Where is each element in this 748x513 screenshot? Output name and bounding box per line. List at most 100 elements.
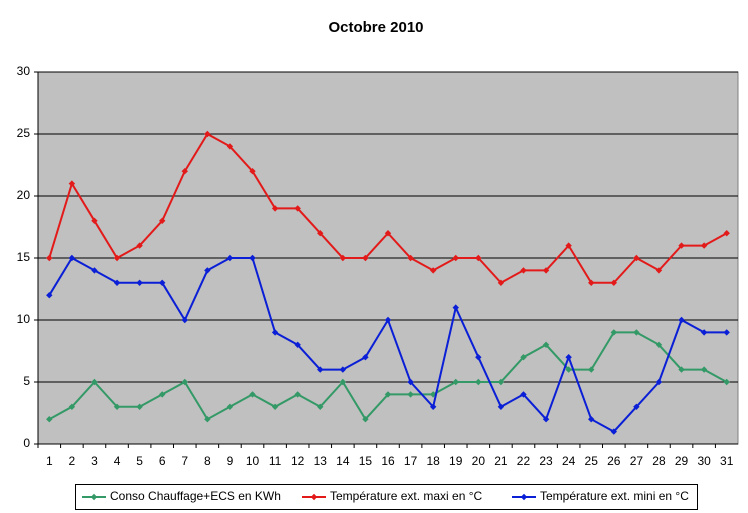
point — [565, 366, 572, 373]
point — [204, 416, 211, 423]
point — [271, 403, 279, 410]
point — [700, 329, 708, 336]
point — [249, 168, 256, 175]
x-tick-label: 6 — [159, 454, 166, 468]
point — [384, 316, 392, 324]
x-tick-label: 25 — [585, 454, 599, 468]
point — [271, 205, 279, 212]
point — [68, 403, 76, 410]
x-tick-label: 5 — [136, 454, 143, 468]
legend-label: Conso Chauffage+ECS en KWh — [110, 489, 281, 503]
point — [452, 254, 459, 262]
point — [68, 180, 76, 187]
point — [113, 254, 121, 262]
point — [452, 304, 459, 311]
point — [475, 378, 482, 386]
point — [655, 267, 663, 274]
point — [294, 391, 301, 398]
legend-label: Température ext. mini en °C — [540, 489, 689, 503]
point — [633, 254, 640, 262]
point — [678, 242, 685, 249]
point — [565, 354, 572, 361]
x-tick-label: 3 — [91, 454, 98, 468]
point — [610, 329, 618, 336]
chart-title: Octobre 2010 — [328, 19, 423, 36]
point — [249, 391, 256, 398]
x-tick-label: 1 — [46, 454, 53, 468]
y-tick-label: 25 — [17, 126, 31, 140]
point — [204, 130, 211, 138]
x-tick-label: 20 — [472, 454, 486, 468]
point — [317, 403, 324, 410]
x-tick-label: 12 — [291, 454, 305, 468]
point — [542, 267, 550, 274]
point — [271, 329, 279, 336]
x-tick-label: 13 — [314, 454, 328, 468]
x-tick-label: 27 — [630, 454, 644, 468]
y-tick-label: 10 — [17, 312, 31, 326]
point — [158, 279, 166, 286]
point — [46, 292, 53, 299]
y-tick-label: 30 — [17, 64, 31, 78]
point — [497, 279, 505, 286]
point — [723, 378, 730, 386]
point — [723, 230, 730, 237]
point — [339, 378, 347, 386]
point — [700, 366, 708, 373]
point — [46, 254, 53, 262]
point — [475, 254, 482, 262]
point — [362, 354, 369, 361]
legend — [75, 484, 698, 510]
point — [249, 254, 256, 262]
point — [429, 267, 437, 274]
point — [226, 254, 234, 262]
point — [407, 378, 414, 386]
x-tick-label: 15 — [359, 454, 373, 468]
point — [158, 391, 166, 398]
point — [317, 366, 324, 373]
legend-marker — [310, 493, 318, 501]
point — [181, 168, 188, 175]
y-tick-label: 0 — [23, 436, 30, 450]
point — [68, 254, 76, 262]
x-tick-label: 18 — [426, 454, 440, 468]
x-tick-label: 7 — [181, 454, 188, 468]
point — [542, 341, 550, 348]
point — [226, 403, 234, 410]
point — [610, 428, 618, 435]
point — [204, 267, 211, 274]
x-tick-label: 2 — [69, 454, 76, 468]
point — [136, 242, 143, 249]
point — [113, 403, 121, 410]
legend-marker — [520, 493, 528, 501]
point — [384, 391, 392, 398]
x-tick-label: 10 — [246, 454, 260, 468]
point — [46, 416, 53, 423]
point — [723, 329, 730, 336]
point — [497, 378, 505, 386]
legend-marker — [90, 493, 98, 501]
y-tick-label: 15 — [17, 250, 31, 264]
point — [633, 329, 640, 336]
point — [407, 391, 414, 398]
x-tick-label: 23 — [539, 454, 553, 468]
point — [339, 366, 347, 373]
x-tick-label: 22 — [517, 454, 531, 468]
point — [542, 416, 550, 423]
point — [678, 366, 685, 373]
point — [362, 416, 369, 423]
point — [678, 316, 685, 324]
point — [317, 230, 324, 237]
point — [294, 341, 301, 348]
point — [475, 354, 482, 361]
point — [384, 230, 392, 237]
x-tick-label: 19 — [449, 454, 463, 468]
point — [136, 279, 143, 286]
point — [520, 354, 527, 361]
point — [181, 316, 188, 324]
point — [610, 279, 618, 286]
point — [181, 378, 188, 386]
point — [226, 143, 234, 150]
x-tick-label: 9 — [227, 454, 234, 468]
